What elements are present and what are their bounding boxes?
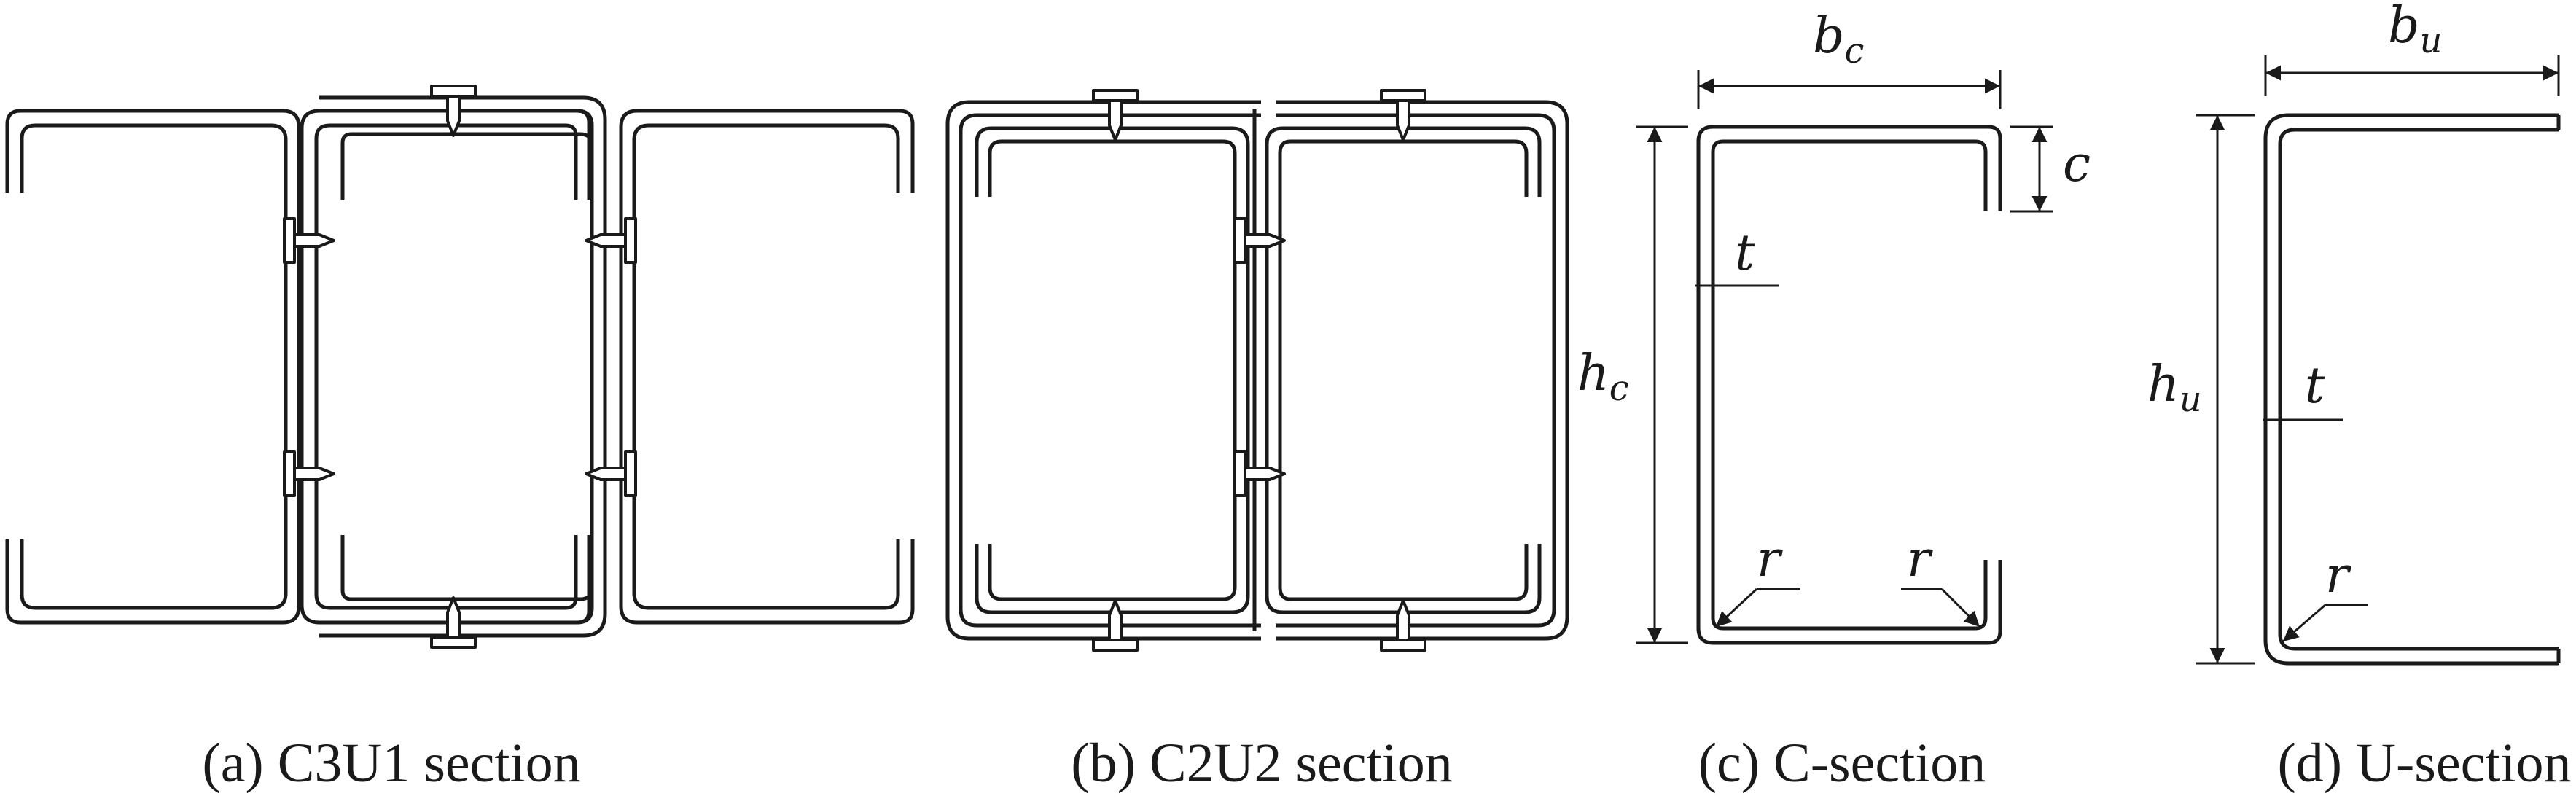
caption-a: (a) C3U1 section — [202, 733, 580, 794]
center-c-channel-left — [300, 109, 591, 625]
left-c-channel — [5, 109, 301, 625]
r-radius-callout-right: r — [1901, 531, 1981, 628]
bc-label: bc — [1813, 7, 1864, 71]
u-section-drawing: bu hu t r — [2147, 0, 2561, 666]
hc-dimension: hc — [1577, 125, 1688, 644]
u-section-outline — [2263, 113, 2559, 666]
caption-c: (c) C-section — [1698, 733, 1986, 794]
right-outer-u-channel — [1276, 100, 1569, 641]
bu-label: bu — [2388, 0, 2442, 61]
t-thickness-callout: t — [1695, 225, 1779, 287]
center-u-channel — [319, 95, 607, 638]
caption-d: (d) U-section — [2277, 733, 2571, 794]
right-c-channel — [1265, 126, 1542, 614]
screw-icon — [1233, 217, 1286, 264]
bc-dimension: bc — [1697, 7, 2002, 109]
t-label: t — [1735, 225, 1755, 282]
left-outer-u-channel — [945, 100, 1261, 641]
screw-icon — [1233, 450, 1286, 497]
c3u1-section-drawing — [5, 85, 915, 649]
c-label: c — [2063, 136, 2091, 193]
hu-label: hu — [2147, 356, 2202, 420]
screw-icon — [283, 217, 335, 264]
left-c-channel — [975, 126, 1250, 614]
screw-icon — [283, 450, 335, 497]
t-label: t — [2305, 357, 2325, 415]
c-section-drawing: bc c hc t r r — [1577, 7, 2091, 645]
bu-dimension: bu — [2264, 0, 2560, 96]
right-c-channel — [619, 109, 915, 625]
c-section-outline — [1696, 125, 2002, 645]
r-radius-callout: r — [2282, 547, 2368, 643]
hc-label: hc — [1577, 345, 1629, 409]
c-lip-dimension: c — [2010, 125, 2091, 213]
r-label: r — [2325, 547, 2351, 604]
t-thickness-callout: t — [2263, 357, 2343, 421]
c2u2-section-drawing — [945, 89, 1569, 652]
center-c-channel-right — [340, 132, 594, 601]
r-label: r — [1907, 531, 1933, 588]
caption-b: (b) C2U2 section — [1071, 733, 1452, 794]
hu-dimension: hu — [2147, 114, 2255, 665]
r-label: r — [1757, 531, 1783, 588]
r-radius-callout-left: r — [1714, 531, 1800, 628]
